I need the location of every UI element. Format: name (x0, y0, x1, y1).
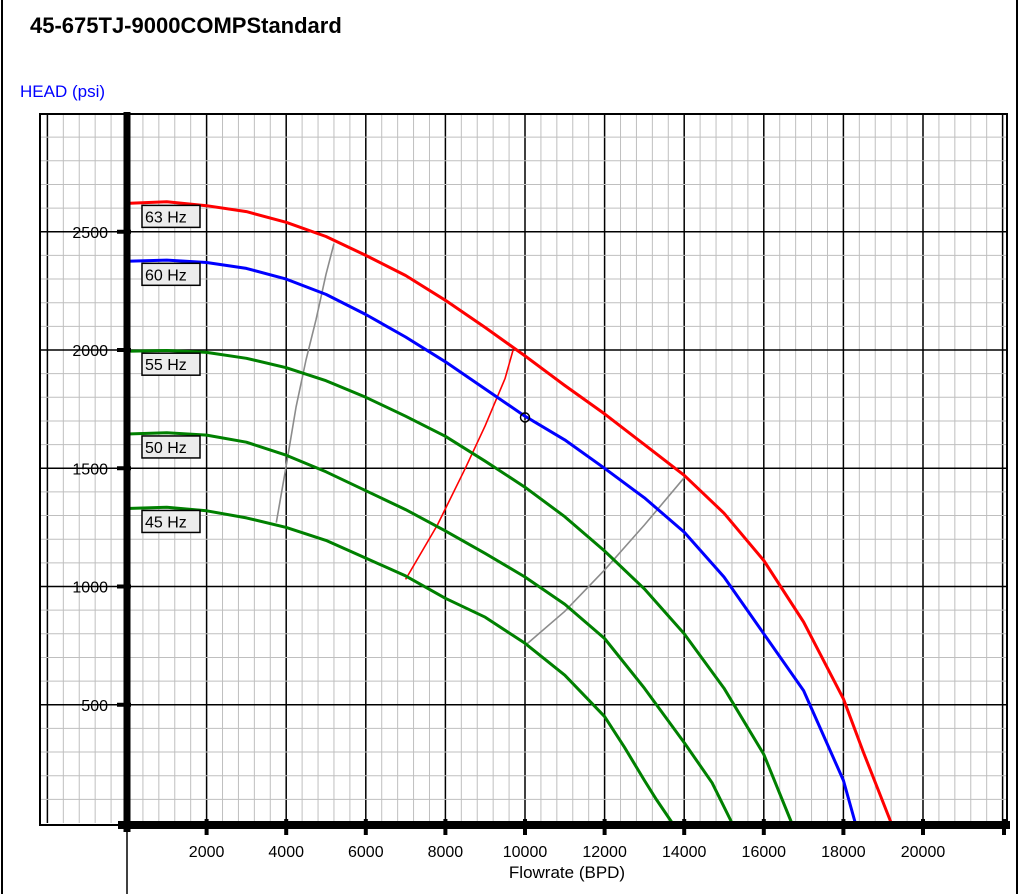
curve-label-text: 50 Hz (145, 440, 187, 457)
boundary-line-1 (275, 243, 335, 523)
curve-label-box (141, 435, 201, 459)
curve-label: 50 Hz (141, 435, 201, 459)
curve-label: 63 Hz (141, 204, 201, 229)
curve-label-text: 63 Hz (145, 209, 187, 226)
y-tick-label: 500 (81, 698, 108, 715)
operating-point-group (519, 412, 531, 423)
y-axis-label: HEAD (psi) (20, 82, 105, 101)
curve-label-box (141, 204, 201, 229)
x-axis-label: Flowrate (BPD) (509, 863, 625, 882)
x-tick-label: 12000 (582, 844, 627, 861)
curve-55-hz (126, 349, 794, 824)
grid (40, 114, 1007, 823)
axis-ticks: 2000 4000 6000 8000 10000 12000 14000 16000 1800… (72, 225, 1006, 861)
curve-45-hz (126, 505, 674, 824)
curve-label-box (141, 352, 201, 376)
curve-label-text: 60 Hz (145, 267, 187, 284)
y-tick-label: 2000 (72, 343, 108, 360)
y-tick-label: 1500 (72, 461, 108, 478)
x-tick-label: 10000 (503, 844, 548, 861)
x-tick-label: 14000 (662, 844, 707, 861)
operating-point-marker (519, 412, 531, 423)
curve-label-box (141, 262, 201, 287)
x-tick-label: 8000 (428, 844, 464, 861)
x-tick-label: 6000 (348, 844, 384, 861)
chart-title: 45-675TJ-9000COMPStandard (30, 13, 342, 38)
curve-label: 45 Hz (141, 509, 201, 534)
curve-label: 55 Hz (141, 352, 201, 376)
boundary-line-2 (404, 349, 514, 580)
curve-50-hz (126, 431, 734, 824)
curve-label: 60 Hz (141, 262, 201, 287)
y-tick-label: 1000 (72, 580, 108, 597)
x-tick-label: 20000 (901, 844, 946, 861)
pump-curves (126, 200, 893, 824)
curve-label-box (141, 509, 201, 534)
curve-label-text: 45 Hz (145, 514, 187, 531)
curve-label-text: 55 Hz (145, 357, 187, 374)
x-tick-label: 16000 (742, 844, 787, 861)
y-tick-label: 2500 (72, 225, 108, 242)
x-tick-label: 18000 (821, 844, 866, 861)
x-tick-label: 4000 (268, 844, 304, 861)
curve-63-hz (126, 200, 893, 824)
curve-labels: 63 Hz 60 Hz 55 Hz 50 Hz 45 Hz (141, 204, 201, 534)
curve-60-hz (126, 258, 857, 824)
x-tick-label: 2000 (189, 844, 225, 861)
